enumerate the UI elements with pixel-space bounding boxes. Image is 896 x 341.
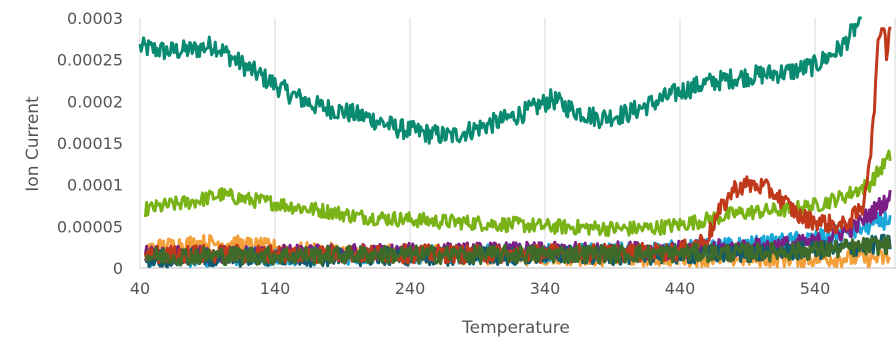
y-tick-label: 0.0003 [67,9,123,28]
series-line [143,149,892,238]
y-tick-label: 0.0001 [67,176,123,195]
y-tick-label: 0.00005 [57,217,123,236]
y-tick-label: 0.00015 [57,134,123,153]
x-tick-label: 40 [130,279,150,298]
series-line [145,235,892,267]
x-tick-labels: 40 140 240 340 440 540 [130,279,830,298]
series-line [143,26,892,265]
series-line [138,16,862,145]
y-tick-label: 0.00025 [57,51,123,70]
y-tick-label: 0 [113,259,123,278]
y-tick-label: 0.0002 [67,92,123,111]
x-axis-title: Temperature [461,318,570,338]
y-axis-title: Ion Current [23,96,43,192]
grid-lines [139,18,896,269]
x-tick-label: 540 [800,279,831,298]
x-tick-label: 340 [530,279,561,298]
y-tick-labels: 0 0.00005 0.0001 0.00015 0.0002 0.00025 0.0003 [57,9,123,278]
x-tick-label: 140 [260,279,291,298]
series-group [138,16,892,269]
x-tick-label: 440 [665,279,696,298]
x-tick-label: 240 [395,279,426,298]
